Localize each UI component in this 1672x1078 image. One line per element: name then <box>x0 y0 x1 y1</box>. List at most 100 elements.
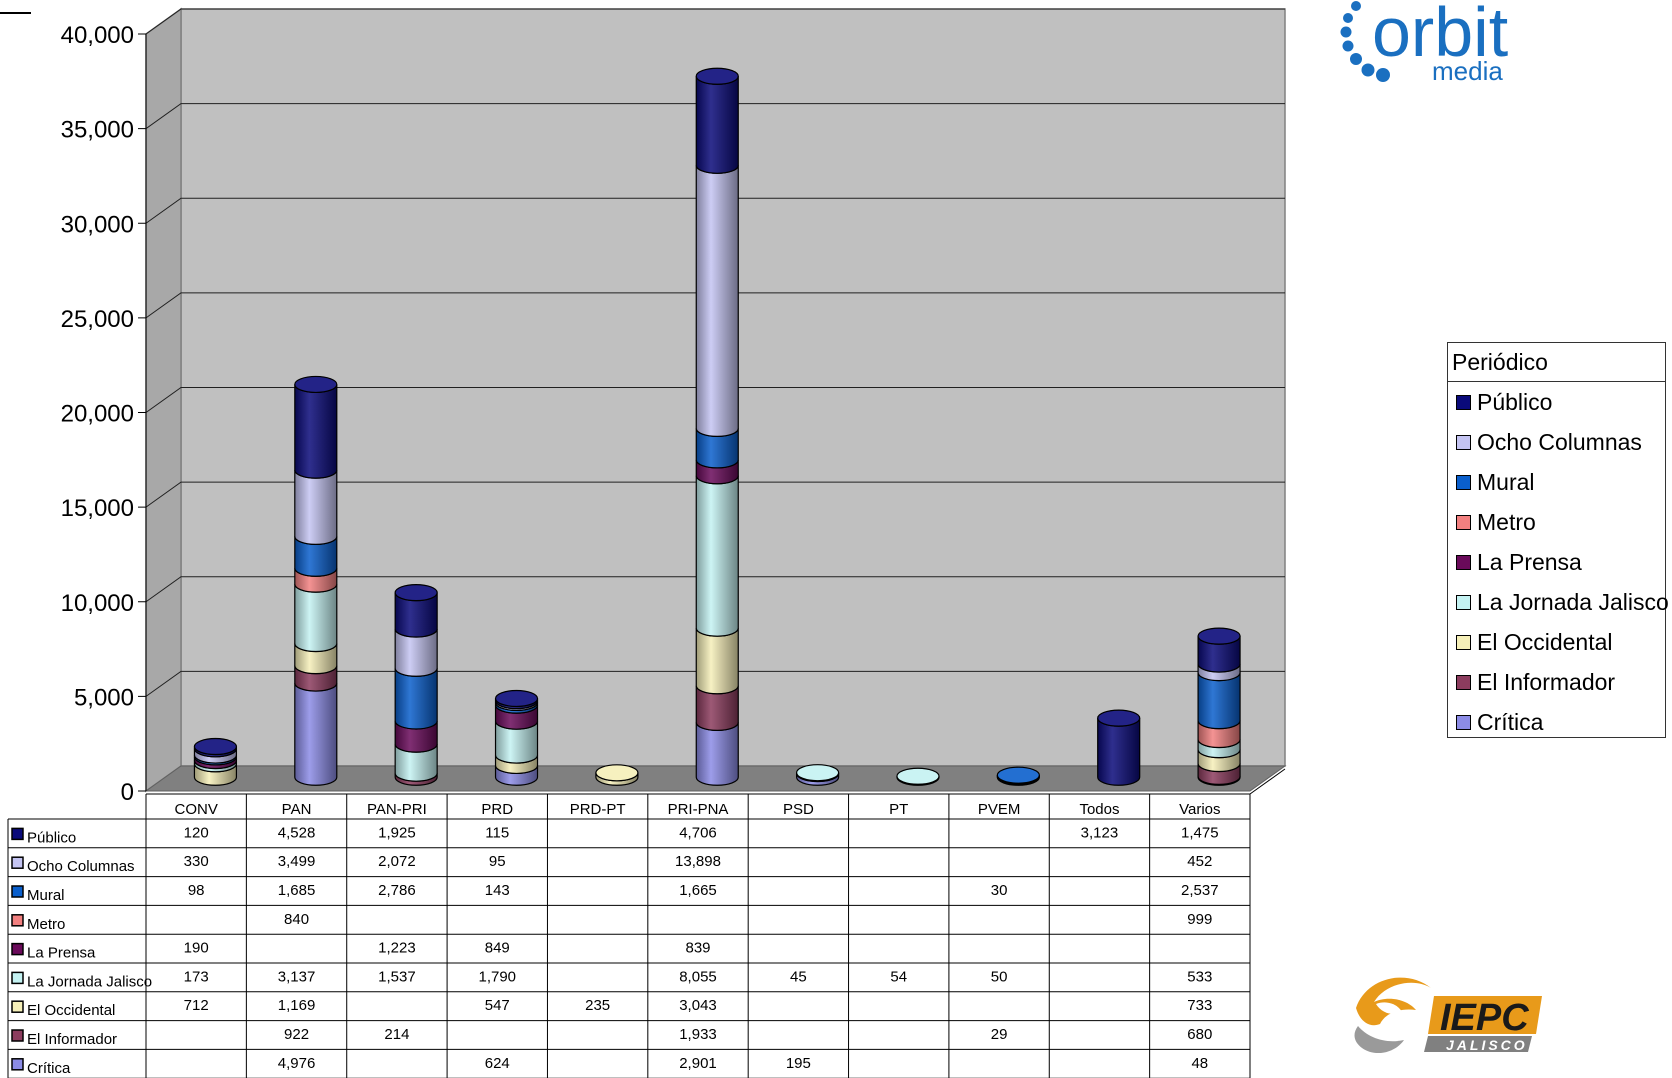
iepc-jalisco-logo: IEPC JALISCO <box>1354 977 1542 1054</box>
table-row-swatch <box>11 1029 24 1042</box>
x-category-label: PT <box>889 801 908 818</box>
bar-segment-crítica-pan <box>294 682 338 786</box>
table-row-swatch <box>11 856 24 869</box>
table-cell-value: 29 <box>991 1026 1008 1043</box>
bar-top-todos <box>1097 709 1141 727</box>
table-cell-value: 214 <box>384 1026 409 1043</box>
table-cell-value: 1,925 <box>378 824 416 841</box>
table-cell-value: 30 <box>991 882 1008 899</box>
table-cell-value: 1,933 <box>679 1026 717 1043</box>
table-row-swatch <box>11 1058 24 1071</box>
table-cell-value: 624 <box>485 1055 510 1072</box>
y-tick-label: 5,000 <box>74 684 134 711</box>
table-row-swatch <box>11 914 24 927</box>
bar-segment-crítica-pri-pna <box>695 722 739 786</box>
table-cell-value: 533 <box>1187 968 1212 985</box>
table-cell-value: 999 <box>1187 911 1212 928</box>
corner-mark <box>0 12 31 14</box>
legend-label: La Jornada Jalisco <box>1477 588 1669 615</box>
bar-top-pan <box>294 375 338 394</box>
jalisco-map-icon <box>1354 977 1431 1054</box>
legend-swatch <box>1456 594 1471 610</box>
table-cell-value: 3,123 <box>1081 824 1119 841</box>
gridline <box>145 670 1285 697</box>
gridline <box>145 576 1285 603</box>
table-cell-value: 4,976 <box>278 1055 316 1072</box>
table-cell-value: 4,528 <box>278 824 316 841</box>
table-cell-value: 733 <box>1187 997 1212 1014</box>
legend-label: La Prensa <box>1477 548 1582 575</box>
legend-label: El Occidental <box>1477 628 1613 655</box>
bar-segment-ocho-columnas-pri-pna <box>695 165 739 437</box>
bar-top-prd <box>494 689 539 708</box>
table-cell-value: 4,706 <box>679 824 717 841</box>
table-cell-value: 2,786 <box>378 882 416 899</box>
chart-legend: Periódico Público Ocho Columnas Mural Metro… <box>1447 342 1669 738</box>
table-cell-value: 190 <box>184 940 209 957</box>
gridline <box>145 197 1285 224</box>
gridline <box>145 387 1285 413</box>
x-category-label: PRI-PNA <box>668 801 729 818</box>
legend-title: Periódico <box>1448 343 1665 382</box>
bar-top-pt <box>896 767 940 785</box>
table-cell-value: 45 <box>790 968 807 985</box>
x-category-label: CONV <box>175 801 218 818</box>
table-cell-value: 54 <box>890 968 907 985</box>
bar-segment-público-todos <box>1097 718 1141 786</box>
table-cell-value: 195 <box>786 1055 811 1072</box>
legend-item: La Prensa <box>1448 542 1665 582</box>
x-category-label: Varios <box>1179 801 1220 818</box>
table-row-label: Metro <box>27 916 65 933</box>
y-tick-label: 20,000 <box>61 401 134 428</box>
x-category-label: Todos <box>1079 801 1119 818</box>
bar-top-psd <box>796 764 840 782</box>
table-cell-value: 839 <box>685 940 710 957</box>
bar-top-conv <box>193 737 238 756</box>
table-row-label: El Occidental <box>27 1002 115 1019</box>
table-cell-value: 235 <box>585 997 610 1014</box>
x-category-label: PRD-PT <box>570 801 626 818</box>
legend-item: Ocho Columnas <box>1448 422 1665 462</box>
legend-items: Público Ocho Columnas Mural Metro La Prensa L… <box>1448 382 1669 742</box>
orbit-logo-text: orbit <box>1372 0 1508 71</box>
table-cell-value: 3,043 <box>679 997 717 1014</box>
legend-swatch <box>1456 554 1471 570</box>
table-cell-value: 1,665 <box>679 882 717 899</box>
table-cell-value: 712 <box>184 997 209 1014</box>
bar-top-pan-pri <box>394 583 438 602</box>
table-row-swatch <box>11 885 24 898</box>
legend-label: Mural <box>1477 468 1535 495</box>
table-cell-value: 3,137 <box>278 968 316 985</box>
table-cell-value: 115 <box>485 824 509 841</box>
table-cell-value: 173 <box>184 968 209 985</box>
legend-label: El Informador <box>1477 668 1616 695</box>
legend-swatch <box>1456 634 1471 650</box>
legend-swatch <box>1456 674 1471 690</box>
legend-item: El Informador <box>1448 662 1665 702</box>
table-cell-value: 143 <box>485 882 510 899</box>
x-category-label: PAN-PRI <box>367 801 427 818</box>
table-line <box>1249 768 1286 795</box>
table-cell-value: 922 <box>284 1026 309 1043</box>
table-row-label: Crítica <box>27 1060 71 1077</box>
table-cell-value: 1,475 <box>1181 824 1219 841</box>
iepc-logo-subtext: JALISCO <box>1446 1037 1528 1053</box>
table-cell-value: 2,072 <box>378 853 416 870</box>
legend-label: Público <box>1477 388 1553 415</box>
y-tick-label: 15,000 <box>61 495 134 522</box>
gridline <box>145 292 1285 319</box>
legend-swatch <box>1456 434 1471 450</box>
legend-label: Ocho Columnas <box>1477 428 1642 455</box>
table-row-label: Ocho Columnas <box>27 858 135 875</box>
y-tick-label: 0 <box>121 779 134 806</box>
bar-segment-el-occidental-pri-pna <box>695 628 739 695</box>
legend-item: Metro <box>1448 502 1665 542</box>
y-tick-label: 30,000 <box>61 211 134 238</box>
legend-item: La Jornada Jalisco <box>1448 582 1669 622</box>
table-row-swatch <box>11 942 24 956</box>
table-cell-value: 48 <box>1191 1055 1208 1072</box>
bar-segment-mural-pan-pri <box>394 668 438 730</box>
table-row-swatch <box>11 1000 24 1013</box>
table-row-label: Mural <box>27 887 65 904</box>
